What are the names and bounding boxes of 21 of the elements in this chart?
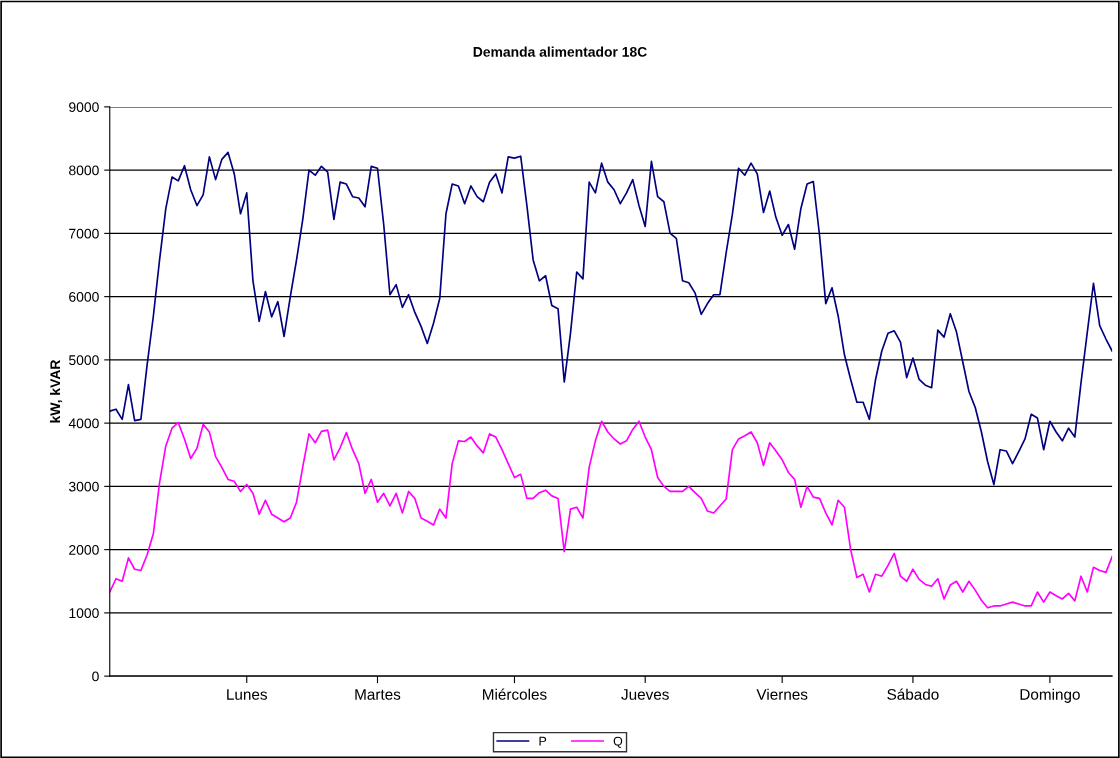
y-tick-label: 2000 — [69, 544, 99, 555]
y-tick-label: 3000 — [68, 481, 99, 492]
chart-title: Demanda alimentador 18C — [473, 46, 647, 57]
y-tick-label: 1000 — [69, 608, 99, 619]
y-tick-label: 6000 — [69, 291, 99, 302]
x-tick-label: Sábado — [887, 688, 939, 700]
y-tick-label: 7000 — [69, 228, 99, 239]
y-tick-label: 4000 — [68, 418, 99, 429]
x-tick-label: Lunes — [227, 689, 267, 700]
x-tick-label: Viernes — [756, 688, 808, 700]
y-tick-label: 9000 — [69, 102, 99, 113]
y-tick-label: 8000 — [69, 165, 99, 176]
legend-label: P — [539, 736, 547, 746]
legend-label: Q — [613, 736, 623, 748]
y-axis-title: kW, kVAR — [49, 359, 63, 423]
y-tick-label: 5000 — [69, 355, 99, 366]
x-tick-label: Miércoles — [483, 688, 547, 700]
x-tick-label: Martes — [355, 689, 401, 700]
x-tick-label: Jueves — [621, 689, 669, 700]
y-tick-label: 0 — [92, 671, 99, 682]
x-tick-label: Domingo — [1020, 688, 1080, 703]
